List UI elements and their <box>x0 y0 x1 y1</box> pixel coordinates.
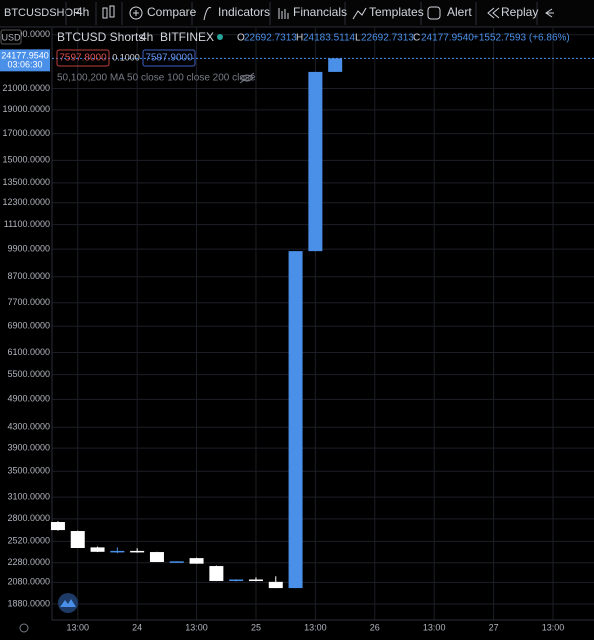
candle-body <box>50 522 65 531</box>
indicator-label: 50,100,200 MA 50 close 100 close 200 clo… <box>57 73 256 84</box>
y-tick-label: 7700.0000 <box>7 297 50 307</box>
toolbar-button[interactable]: Replay <box>501 5 538 19</box>
legend-low: 22692.7313 <box>361 33 414 44</box>
legend-c: C <box>413 33 420 44</box>
y-tick-label: 8700.0000 <box>7 271 50 281</box>
unit-box <box>0 29 22 45</box>
candle-body <box>248 579 263 582</box>
candle-body <box>328 58 343 72</box>
y-tick-label: 3500.0000 <box>7 466 50 476</box>
toolbar-button[interactable]: Financials <box>293 5 347 19</box>
x-tick-label: 13:00 <box>304 622 327 632</box>
y-tick-label: 6900.0000 <box>7 321 50 331</box>
y-tick-label: 11100.0000 <box>4 219 50 229</box>
toolbar-button[interactable]: Compare <box>147 5 197 19</box>
legend-change: +1552.7593 (+6.86%) <box>473 33 570 44</box>
y-tick-label: 27000.0000 <box>2 29 50 39</box>
y-tick-label: 3100.0000 <box>7 492 50 502</box>
countdown: 03:06:30 <box>7 60 42 70</box>
last-price-box <box>0 49 50 72</box>
y-tick-label: 6100.0000 <box>7 347 50 357</box>
x-tick-label: 13:00 <box>185 622 208 632</box>
legend-o: O <box>237 33 245 44</box>
toolbar-icons <box>65 2 554 25</box>
spread: 0.1000 <box>112 52 140 62</box>
candle-body <box>130 550 145 553</box>
y-tick-label: 9900.0000 <box>7 243 50 253</box>
legend-open: 22692.7313 <box>244 33 297 44</box>
toolbar-button[interactable]: Alert <box>447 5 472 19</box>
y-tick-label: 2520.0000 <box>7 536 50 546</box>
x-tick-label: 24 <box>132 622 142 632</box>
buy-box[interactable] <box>142 49 196 67</box>
candle-body <box>90 547 105 552</box>
candle-body <box>70 531 85 549</box>
toolbar-button[interactable]: Templates <box>369 5 424 19</box>
legend-exchange: BITFINEX <box>160 30 214 44</box>
legend-l: L <box>355 33 361 44</box>
x-tick-label: 13:00 <box>423 622 446 632</box>
x-tick-label: 25 <box>251 622 261 632</box>
candle-body <box>209 566 224 582</box>
x-tick-label: 13:00 <box>542 622 565 632</box>
y-tick-label: 17000.0000 <box>2 128 50 138</box>
candle-body <box>229 579 244 582</box>
logo <box>58 593 78 613</box>
y-tick-label: 2280.0000 <box>7 557 50 567</box>
y-tick-label: 1880.0000 <box>7 598 50 608</box>
sell-price[interactable]: 7597.8000 <box>59 53 107 64</box>
y-tick-label: 2800.0000 <box>7 513 50 523</box>
candle-body <box>169 561 184 563</box>
legend-symbol: BTCUSD Shorts <box>57 30 144 44</box>
y-tick-label: 3900.0000 <box>7 442 50 452</box>
candle-body <box>110 550 125 553</box>
y-tick-label: 2080.0000 <box>7 577 50 587</box>
market-status <box>217 34 223 40</box>
y-tick-label: 5500.0000 <box>7 369 50 379</box>
candle-body <box>268 581 283 589</box>
x-tick-label: 27 <box>489 622 499 632</box>
y-tick-label: 19000.0000 <box>2 104 50 114</box>
legend-high: 24183.5114 <box>303 33 356 44</box>
buy-price[interactable]: 7597.9000 <box>145 53 193 64</box>
x-tick-label: 26 <box>370 622 380 632</box>
legend-interval: 4h <box>140 30 153 44</box>
symbol-button[interactable]: BTCUSDSHOF <box>4 7 80 19</box>
y-tick-label: 21000.0000 <box>2 83 50 93</box>
candle-body <box>149 552 164 563</box>
toolbar <box>0 0 594 27</box>
plot-area: 13:00 24 13:00 25 13:00 26 13:00 27 13:00 27000.0… <box>2 28 594 632</box>
candle-body <box>308 71 323 252</box>
legend-close: 24177.9540 <box>421 33 474 44</box>
last-price-label: 24177.9540 <box>1 51 49 61</box>
y-tick-label: 13500.0000 <box>2 177 50 187</box>
x-tick-label: 13:00 <box>66 622 89 632</box>
axis-unit: USD <box>1 32 21 42</box>
settings-icon[interactable] <box>19 623 29 633</box>
candle-body <box>288 251 303 589</box>
y-tick-label: 15000.0000 <box>2 155 50 165</box>
y-tick-label: 4900.0000 <box>7 394 50 404</box>
toolbar-button[interactable]: Indicators <box>218 5 270 19</box>
logo-mark <box>60 599 76 607</box>
sell-box[interactable] <box>56 49 110 67</box>
interval-button[interactable]: 4h <box>76 5 89 19</box>
y-tick-label: 12300.0000 <box>2 197 50 207</box>
legend-h: H <box>296 33 303 44</box>
candle-body <box>189 558 204 564</box>
y-tick-label: 4300.0000 <box>7 422 50 432</box>
hide-icon[interactable] <box>239 72 255 84</box>
